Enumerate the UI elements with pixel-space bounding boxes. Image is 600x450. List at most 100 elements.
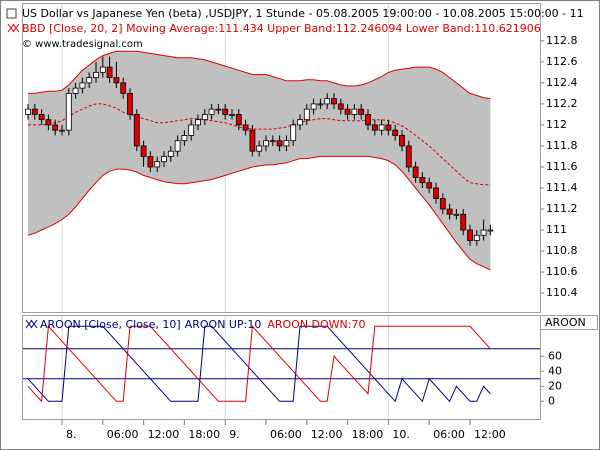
candle-body (127, 92, 133, 115)
x-tick-label: 8. (66, 428, 77, 441)
y-tick-label: 111.4 (546, 181, 578, 194)
candle-body (38, 114, 45, 121)
candle-body (167, 150, 174, 157)
x-tick-label: 06:00 (107, 428, 139, 441)
candle-body (140, 145, 147, 157)
candle-body (99, 66, 106, 73)
y-tick-label: 112.6 (546, 55, 578, 68)
candle-body (113, 77, 120, 84)
candle-body (208, 108, 215, 115)
y-tick-label: 40 (548, 364, 562, 377)
indicator-legend: BBD [Close, 20, 2] Moving Average:111.43… (22, 22, 541, 35)
y-tick-label: 112.8 (546, 34, 578, 47)
x-tick-label: 18:00 (352, 428, 384, 441)
y-tick-label: 60 (548, 349, 562, 362)
y-tick-label: 0 (548, 394, 555, 407)
candle-body (392, 129, 399, 136)
candle-body (269, 140, 276, 143)
x-tick-label: 9. (229, 428, 240, 441)
candle-body (201, 114, 208, 121)
candle-body (446, 208, 453, 215)
candle-body (378, 124, 385, 131)
candle-body (487, 229, 494, 232)
legend-entry: AROON DOWN:70 (267, 318, 365, 331)
y-tick-label: 111 (546, 223, 567, 236)
y-tick-label: 20 (548, 379, 562, 392)
candle-body (473, 234, 480, 241)
y-tick-label: 110.6 (546, 265, 578, 278)
candle-body (25, 108, 31, 115)
candle-body (297, 119, 303, 126)
candle-body (405, 145, 412, 168)
candle-body (303, 108, 310, 121)
candle-body (399, 135, 405, 147)
candle-body (439, 198, 446, 210)
candle-body (86, 77, 93, 84)
candle-body (426, 182, 433, 189)
band-area (28, 51, 491, 270)
aroon-axis-box (540, 315, 598, 330)
candle-body (344, 108, 351, 115)
candle-body (337, 103, 344, 110)
y-tick-label: 110.4 (546, 286, 578, 299)
candle-body (331, 98, 337, 105)
candle-body (290, 124, 297, 142)
candle-body (147, 156, 154, 168)
upper-band (28, 50, 491, 100)
aroon-line (27, 325, 491, 403)
candle-body (310, 103, 317, 110)
candle-body (161, 156, 167, 163)
candle-body (45, 119, 52, 126)
candle-body (256, 145, 263, 152)
candle-body (93, 71, 99, 79)
x-tick-label: 06:00 (433, 428, 465, 441)
candle-body (79, 82, 86, 89)
credit: © www.tradesignal.com (22, 39, 143, 50)
candle-body (154, 161, 161, 168)
marks-layer (25, 50, 494, 403)
candle-body (52, 124, 59, 131)
candle-body (249, 129, 256, 152)
candle-body (324, 98, 331, 105)
candle-body (276, 140, 283, 147)
y-tick-label: 110.8 (546, 244, 578, 257)
chart-title: US Dollar vs Japanese Yen (beta) ,USDJPY… (22, 7, 584, 20)
candle-body (283, 140, 290, 147)
candle-body (120, 82, 127, 94)
y-tick-label: 111.6 (546, 160, 578, 173)
x-tick-label: 18:00 (188, 428, 220, 441)
candle-body (31, 108, 38, 115)
legend-entry: AROON UP:10 (185, 318, 262, 331)
y-tick-label: 112.2 (546, 97, 578, 110)
candle-body (72, 87, 79, 94)
candle-body (195, 119, 201, 126)
aroon-icon (25, 319, 38, 329)
candle-body (174, 140, 181, 152)
candle-body (351, 108, 358, 115)
candle-body (460, 213, 467, 231)
band-icon (7, 23, 20, 33)
candle-body (235, 114, 242, 126)
x-tick-label: 06:00 (270, 428, 302, 441)
lower-band (27, 155, 491, 271)
candle-body (317, 103, 324, 106)
candle-body (133, 114, 140, 147)
y-tick-label: 112 (546, 118, 567, 131)
aroon-line (27, 325, 491, 403)
candle-body (480, 229, 487, 236)
candle-body (365, 114, 371, 126)
text-layer: US Dollar vs Japanese Yen (beta) ,USDJPY… (6, 7, 586, 441)
x-tick-label: 12:00 (474, 428, 506, 441)
candle-body (433, 187, 439, 199)
candle-body (106, 66, 113, 79)
aroon-panel (22, 315, 541, 420)
x-tick-label: 12:00 (311, 428, 343, 441)
candle-body (263, 140, 269, 147)
candle-body (358, 108, 365, 115)
candle-body (222, 108, 229, 115)
candle-body (59, 129, 65, 132)
candle-body (467, 229, 473, 241)
x-tick-label: 12:00 (148, 428, 180, 441)
aroon-title: AROON [Close, Close, 10] (40, 318, 181, 331)
